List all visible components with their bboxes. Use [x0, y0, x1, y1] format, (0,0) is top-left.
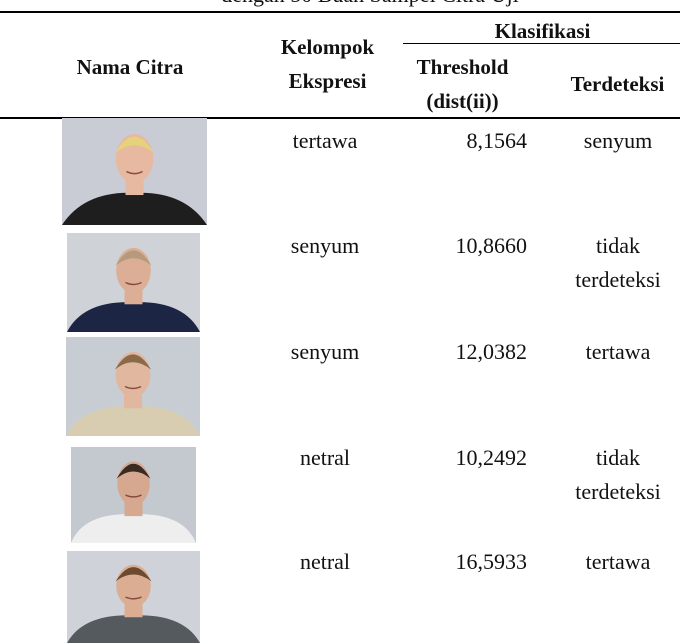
face-photo [67, 233, 200, 332]
header-threshold: Threshold (dist(ii)) [400, 50, 525, 118]
sub-rule [403, 43, 680, 44]
group-cell: netral [255, 441, 395, 475]
face-photo [67, 551, 200, 643]
detected-cell: tertawa [552, 545, 680, 579]
threshold-cell: 10,8660 [410, 229, 527, 263]
top-rule [0, 11, 680, 13]
face-photo [66, 337, 200, 436]
group-cell: senyum [255, 229, 395, 263]
threshold-cell: 10,2492 [410, 441, 527, 475]
detected-cell: senyum [552, 124, 680, 158]
threshold-cell: 8,1564 [410, 124, 527, 158]
face-photo [62, 118, 207, 225]
group-cell: senyum [255, 335, 395, 369]
header-group: Kelompok Ekspresi [255, 30, 400, 98]
group-cell: tertawa [255, 124, 395, 158]
header-detected: Terdeteksi [555, 67, 680, 101]
group-cell: netral [255, 545, 395, 579]
detected-cell: tidak terdeteksi [552, 229, 680, 297]
detected-cell: tertawa [552, 335, 680, 369]
page: dengan 50 Buah Sampel Citra Uji Nama Cit… [0, 0, 680, 643]
face-photo [71, 447, 196, 543]
threshold-cell: 12,0382 [410, 335, 527, 369]
detected-cell: tidak terdeteksi [552, 441, 680, 509]
threshold-cell: 16,5933 [410, 545, 527, 579]
header-name: Nama Citra [30, 50, 230, 84]
